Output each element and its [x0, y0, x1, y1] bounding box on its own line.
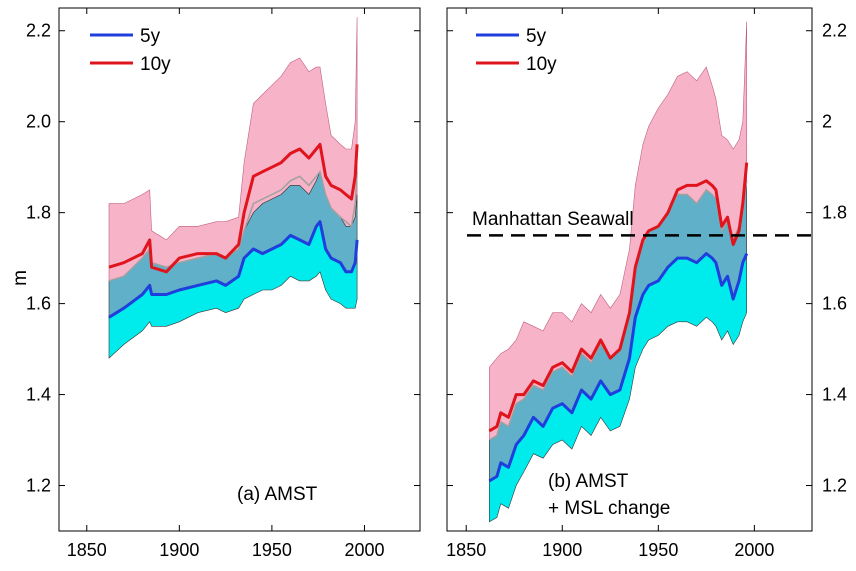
series-10y-line-b [488, 162, 749, 433]
band-divider-a [108, 170, 358, 282]
y-tick-label: 1.4 [26, 385, 51, 405]
y-tick-label: 1.2 [26, 476, 51, 496]
panel-a-frame [58, 7, 421, 532]
y-tick-label: 2.2 [26, 21, 51, 41]
legend-5y-label: 5y [526, 26, 547, 47]
series-5y-line-a [108, 220, 359, 319]
x-tick-label: 1900 [542, 540, 582, 560]
y-axis-label-left: m [10, 270, 31, 286]
x-tick-label: 1850 [446, 540, 486, 560]
legend-10y-label: 10y [140, 54, 171, 75]
panel-b-frame [446, 7, 813, 532]
y-tick-label: 1.8 [822, 203, 847, 223]
y-tick-label: 1.2 [822, 476, 847, 496]
y-tick-label: 1.4 [822, 385, 847, 405]
seawall-annotation: Manhattan Seawall [472, 209, 634, 230]
x-tick-label: 1850 [67, 540, 107, 560]
y-tick-label: 2.2 [822, 21, 847, 41]
panel-a-label: (a) AMST [237, 484, 318, 505]
panel-b-legend: 5y 10y [476, 26, 557, 75]
x-tick-label: 1950 [252, 540, 292, 560]
x-tick-label: 1950 [638, 540, 678, 560]
x-tick-label: 2000 [344, 540, 384, 560]
y-tick-label: 1.6 [822, 294, 847, 314]
series-10y-line-a [108, 142, 359, 274]
y-tick-label: 1.8 [26, 203, 51, 223]
panel-b-label-line1: (b) AMST [548, 471, 629, 492]
y-tick-label: 2.0 [26, 112, 51, 132]
y-tick-label: 2 [822, 112, 832, 132]
series-5y-line-b [488, 252, 749, 483]
panel-a: 1850 1900 1950 2000 1.2 1.4 1.6 1.8 2.0 2.2 5y 10… [26, 7, 421, 560]
x-tick-label: 2000 [734, 540, 774, 560]
panel-b-label-line2: + MSL change [548, 498, 670, 519]
legend-5y-label: 5y [140, 26, 161, 47]
panel-a-legend: 5y 10y [90, 26, 171, 75]
x-tick-label: 1900 [159, 540, 199, 560]
y-tick-label: 1.6 [26, 294, 51, 314]
legend-10y-label: 10y [526, 54, 557, 75]
